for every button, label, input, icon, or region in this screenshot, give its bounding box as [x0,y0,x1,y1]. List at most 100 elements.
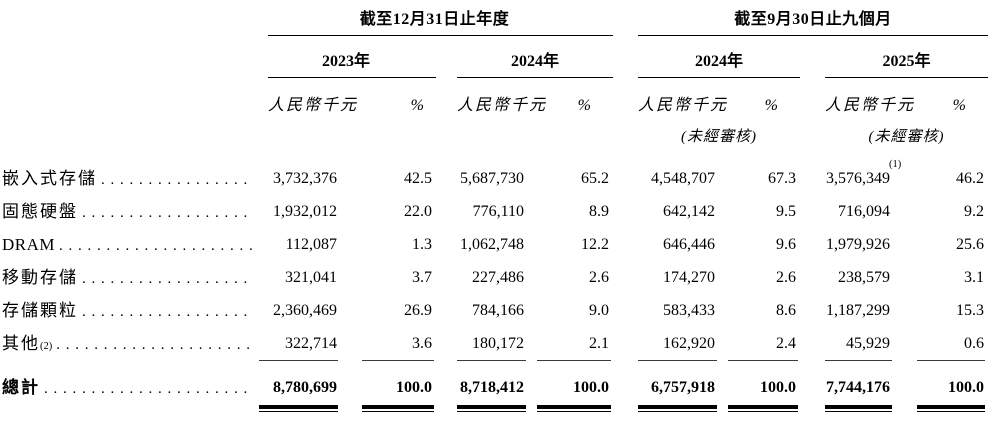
rule-segment [894,360,988,366]
row-label: 嵌入式存儲 [2,169,97,188]
table-row-others: 其他(2) 322,714 3.6 180,172 2.1 162,920 2.… [0,327,1000,360]
table-row-mobile-storage: 移動存儲 321,041 3.7 227,486 2.6 174,270 2.6… [0,261,1000,294]
percent-label-2024: % [577,97,591,114]
cell-rmb-2023: 322,714 [285,335,337,352]
year-9m2024-header: 2024年 [638,36,800,78]
rule-segment [638,360,719,366]
cell-rmb-9m2025: 45,929 [846,335,890,352]
year-2023-label: 2023年 [321,53,370,70]
cell-pct-2023: 22.0 [404,203,432,220]
cell-pct-9m2025: 46.2 [956,170,984,187]
dot-leader [101,164,254,195]
cell-pct-9m2024: 67.3 [768,170,796,187]
row-label: 存儲顆粒 [2,301,78,320]
footnote-2-marker: (2) [40,341,53,352]
row-label-cell: 移動存儲 [0,261,256,294]
cell-rmb-9m2025: 1,187,299 [826,302,890,319]
year-9m2024-label: 2024年 [694,53,743,70]
period-group-nine-month: 截至9月30日止九個月 [638,8,988,36]
cell-rmb-2024: 5,687,730 [460,170,524,187]
row-label-cell: 嵌入式存儲 [0,162,256,195]
cell-pct-2023: 3.6 [412,335,432,352]
cell-pct-9m2024: 2.6 [776,269,796,286]
cell-rmb-9m2024: 4,548,707 [651,170,715,187]
currency-label-2024: 人民幣千元 [457,97,548,114]
cell-pct-9m2025: 9.2 [964,203,984,220]
cell-pct-9m2024: 9.6 [776,236,796,253]
cell-pct-9m2025: 3.1 [964,269,984,286]
footnote-1-marker: (1) [889,159,902,170]
cell-rmb-9m2025: 1,979,926 [826,236,890,253]
cell-pct-2024: 2.1 [589,335,609,352]
year-9m2024-rule [638,77,800,78]
percent-label-9m2025: % [952,97,966,114]
cell-rmb-2023: 2,360,469 [273,302,337,319]
cell-rmb-9m2024: 642,142 [663,203,715,220]
table-row-ssd: 固態硬盤 1,932,012 22.0 776,110 8.9 642,142 … [0,195,1000,228]
table-row-total: 總計 8,780,699 100.0 8,718,412 100.0 6,757… [0,366,1000,402]
year-2025-header: 2025年 [825,36,988,78]
cell-pct-9m2025: 15.3 [956,302,984,319]
cell-rmb-9m2024: 646,446 [663,236,715,253]
cell-pct-9m2024: 8.6 [776,302,796,319]
cell-pct-9m2025: 0.6 [964,335,984,352]
total-pct-9m2025: 100.0 [948,379,984,396]
unaudited-note-9m2024: (未經審核) [681,129,757,145]
table-row-dram: DRAM 112,087 1.3 1,062,748 12.2 646,446 … [0,228,1000,261]
cell-pct-2024: 12.2 [581,236,609,253]
period-group-annual-rule [268,35,613,36]
double-rule-segment [457,405,528,414]
period-group-annual-title: 截至12月31日止年度 [359,11,510,28]
cell-pct-2024: 65.2 [581,170,609,187]
unit-header-2024: 人民幣千元 % [457,78,613,118]
year-2023-header: 2023年 [256,36,436,78]
cell-rmb-2024: 776,110 [472,203,524,220]
double-rule-segment [894,405,988,414]
total-rmb-2023: 8,780,699 [273,379,337,396]
double-rule-segment [528,405,613,414]
cell-rmb-2023: 112,087 [285,236,337,253]
table-row-storage-wafers: 存儲顆粒 2,360,469 26.9 784,166 9.0 583,433 … [0,294,1000,327]
year-2024-header: 2024年 [457,36,613,78]
cell-pct-9m2024: 9.5 [776,203,796,220]
cell-rmb-2024: 227,486 [472,269,524,286]
dot-leader [82,197,254,228]
cell-pct-2024: 8.9 [589,203,609,220]
unit-header-9m2024: 人民幣千元 % [638,78,800,118]
period-group-nine-month-rule [638,35,988,36]
double-rule-segment [719,405,800,414]
cell-pct-2023: 42.5 [404,170,432,187]
header-body-spacer [0,154,1000,162]
unit-header-row: 人民幣千元 % 人民幣千元 % 人民幣千元 % 人民幣千元 % [0,78,1000,118]
percent-label-9m2024: % [764,97,778,114]
cell-rmb-9m2024: 174,270 [663,269,715,286]
dot-leader [56,329,254,360]
rule-segment [528,360,613,366]
cell-rmb-2023: 1,932,012 [273,203,337,220]
cell-rmb-9m2025: 716,094 [838,203,890,220]
double-rule-segment [341,405,436,414]
subtotal-rule-row [0,360,1000,366]
period-group-nine-month-title: 截至9月30日止九個月 [734,11,892,28]
row-label: 其他 [2,334,40,353]
currency-label-9m2024: 人民幣千元 [638,97,729,114]
percent-label-2023: % [410,97,424,114]
row-label-cell: 總計 [0,366,256,410]
cell-rmb-9m2024: 583,433 [663,302,715,319]
currency-label-9m2025: 人民幣千元 [825,97,916,114]
year-2023-rule [268,77,436,78]
currency-label-2023: 人民幣千元 [268,97,359,114]
row-label: 移動存儲 [2,268,78,287]
unaudited-note-row: (未經審核) (未經審核) [0,118,1000,154]
cell-pct-9m2025: 25.6 [956,236,984,253]
total-double-rule-row [0,402,1000,414]
period-group-annual: 截至12月31日止年度 [256,8,613,36]
cell-rmb-2024: 180,172 [472,335,524,352]
rule-segment [825,360,894,366]
unit-header-2023: 人民幣千元 % [256,78,436,118]
cell-rmb-9m2025-value: 3,576,349 [826,170,890,187]
total-pct-2024: 100.0 [573,379,609,396]
row-label: 固態硬盤 [2,202,78,221]
row-label-cell: 固態硬盤 [0,195,256,228]
